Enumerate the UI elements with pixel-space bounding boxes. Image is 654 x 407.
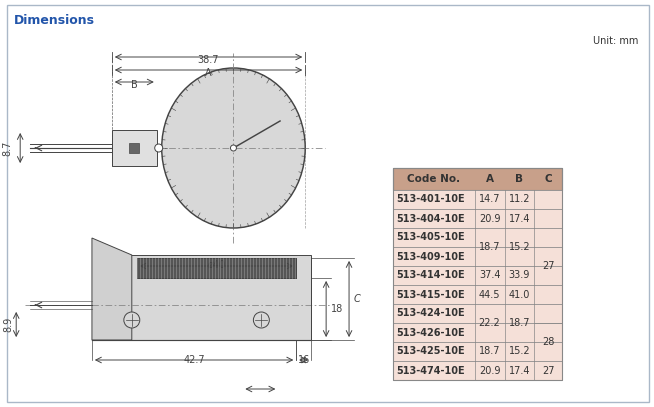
Text: 27: 27	[542, 261, 555, 271]
Text: 41.0: 41.0	[509, 289, 530, 300]
Text: 33.9: 33.9	[509, 271, 530, 280]
Bar	[393, 266, 562, 285]
Text: 44.5: 44.5	[479, 289, 500, 300]
Ellipse shape	[162, 68, 305, 228]
Text: 27: 27	[542, 365, 555, 376]
Polygon shape	[92, 238, 311, 340]
Text: C: C	[354, 294, 361, 304]
Bar	[393, 342, 562, 361]
Text: 18: 18	[331, 304, 343, 314]
Text: 17.4: 17.4	[509, 214, 530, 223]
Bar	[393, 323, 562, 342]
Text: 14.7: 14.7	[479, 195, 500, 204]
Text: 18.7: 18.7	[509, 318, 530, 328]
Text: 513-405-10E: 513-405-10E	[396, 232, 464, 243]
Text: 8.7: 8.7	[2, 140, 12, 156]
Bar	[393, 190, 562, 209]
Text: 513-414-10E: 513-414-10E	[396, 271, 464, 280]
Text: 513-426-10E: 513-426-10E	[396, 328, 464, 337]
Text: B: B	[515, 174, 523, 184]
Text: 15.2: 15.2	[509, 346, 530, 357]
Text: 42.7: 42.7	[183, 355, 205, 365]
Bar	[393, 247, 562, 266]
Text: A: A	[485, 174, 494, 184]
Bar	[393, 168, 562, 380]
Text: 28: 28	[542, 337, 555, 347]
Text: B: B	[131, 80, 138, 90]
Circle shape	[253, 312, 269, 328]
Circle shape	[155, 144, 163, 152]
Text: A: A	[205, 68, 212, 78]
Text: Unit: mm: Unit: mm	[593, 36, 638, 46]
Text: 20.9: 20.9	[479, 214, 500, 223]
Circle shape	[230, 145, 237, 151]
Text: 18.7: 18.7	[479, 346, 500, 357]
Bar	[393, 209, 562, 228]
Bar	[393, 168, 562, 190]
Text: 513-424-10E: 513-424-10E	[396, 309, 464, 319]
Text: 513-474-10E: 513-474-10E	[396, 365, 464, 376]
Bar	[393, 285, 562, 304]
Text: 15.2: 15.2	[509, 242, 530, 252]
Text: 17.4: 17.4	[509, 365, 530, 376]
Text: 37.4: 37.4	[479, 271, 500, 280]
Text: 11.2: 11.2	[509, 195, 530, 204]
Text: 18.7: 18.7	[479, 242, 500, 252]
Polygon shape	[92, 238, 132, 340]
Text: Code No.: Code No.	[407, 174, 460, 184]
Text: ø40: ø40	[207, 260, 226, 270]
Text: 513-425-10E: 513-425-10E	[396, 346, 464, 357]
Text: 513-401-10E: 513-401-10E	[396, 195, 464, 204]
Text: C: C	[545, 174, 552, 184]
Text: 16: 16	[298, 355, 310, 365]
Bar	[393, 228, 562, 247]
Polygon shape	[137, 258, 296, 278]
Circle shape	[124, 312, 140, 328]
Text: Dimensions: Dimensions	[14, 14, 95, 27]
Text: 513-404-10E: 513-404-10E	[396, 214, 464, 223]
Text: 38.7: 38.7	[198, 55, 219, 65]
Text: 20.9: 20.9	[479, 365, 500, 376]
Text: 22.2: 22.2	[479, 318, 500, 328]
Text: 513-409-10E: 513-409-10E	[396, 252, 464, 262]
Polygon shape	[112, 130, 157, 166]
Bar	[393, 304, 562, 323]
Text: 8.9: 8.9	[3, 317, 13, 332]
Bar	[393, 361, 562, 380]
Polygon shape	[129, 143, 139, 153]
Text: 513-415-10E: 513-415-10E	[396, 289, 464, 300]
